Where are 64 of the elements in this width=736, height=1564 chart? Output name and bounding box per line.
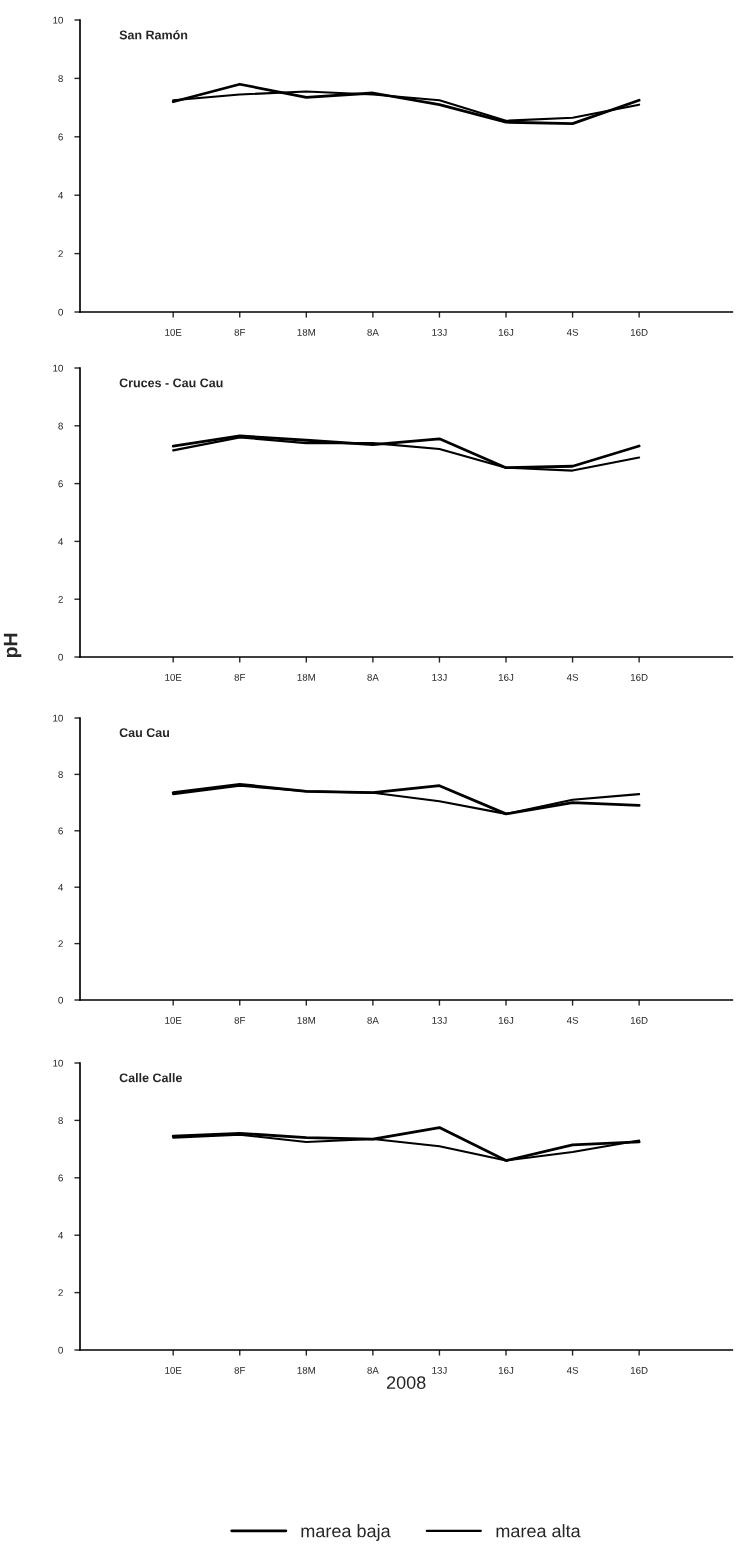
y-tick-label: 6 [58, 480, 63, 488]
y-tick-label: 10 [53, 16, 63, 24]
y-tick-label: 0 [58, 996, 63, 1004]
x-tick-label: 16J [498, 328, 514, 336]
y-tick-label: 0 [58, 308, 63, 316]
y-tick-label: 8 [58, 1117, 63, 1125]
y-tick-label: 6 [58, 1174, 63, 1182]
x-tick-label: 4S [566, 673, 579, 681]
y-tick-label: 4 [58, 192, 64, 199]
x-tick-label: 8A [367, 673, 379, 681]
y-tick-label: 2 [58, 595, 63, 603]
x-tick-label: 8F [234, 1366, 246, 1374]
text: San Ramón [119, 30, 188, 40]
text: Cau Cau [119, 728, 170, 738]
x-tick-label: 16D [630, 1366, 648, 1374]
x-tick-label: 16D [630, 328, 648, 336]
x-tick-label: 13J [432, 328, 447, 336]
x-tick-label: 16J [498, 1366, 514, 1374]
y-tick-label: 2 [58, 940, 63, 948]
x-axis-title: 2008 [386, 1376, 426, 1389]
x-tick-label: 18M [297, 1016, 315, 1024]
y-tick-label: 2 [58, 1289, 63, 1297]
x-tick-label: 16J [498, 1016, 514, 1024]
y-tick-label: 10 [53, 1059, 63, 1067]
x-tick-label: 13J [432, 1366, 447, 1374]
y-tick-label: 4 [58, 538, 64, 545]
x-tick-label: 10E [165, 673, 182, 681]
y-tick-label: 0 [58, 653, 63, 661]
x-tick-label: 18M [297, 673, 315, 681]
x-tick-label: 8A [367, 1366, 379, 1374]
x-tick-label: 16D [630, 673, 648, 681]
y-tick-label: 8 [58, 771, 63, 779]
y-axis-title: pH [3, 633, 22, 658]
y-tick-label: 8 [58, 75, 63, 83]
legend-label: marea alta [496, 1524, 581, 1538]
x-tick-label: 8F [234, 673, 246, 681]
x-tick-label: 4S [566, 1366, 579, 1374]
x-tick-label: 16D [630, 1016, 648, 1024]
x-tick-label: 8F [234, 1016, 246, 1024]
y-tick-label: 10 [53, 364, 63, 372]
y-tick-label: 2 [58, 250, 63, 258]
y-tick-label: 6 [58, 827, 63, 835]
y-tick-label: 10 [53, 714, 63, 722]
x-tick-label: 8A [367, 328, 379, 336]
y-tick-label: 8 [58, 422, 63, 430]
text: Calle Calle [119, 1073, 182, 1083]
x-tick-label: 13J [432, 1016, 447, 1024]
x-tick-label: 10E [165, 1016, 182, 1024]
x-tick-label: 13J [432, 673, 447, 681]
text: Cruces - Cau Cau [119, 378, 223, 388]
x-tick-label: 16J [498, 673, 514, 681]
y-tick-label: 4 [58, 1232, 64, 1239]
x-tick-label: 18M [297, 1366, 315, 1374]
x-tick-label: 10E [165, 1366, 182, 1374]
x-tick-label: 18M [297, 328, 315, 336]
y-tick-label: 6 [58, 133, 63, 141]
x-tick-label: 4S [566, 1016, 579, 1024]
x-tick-label: 10E [165, 328, 182, 336]
x-tick-label: 4S [566, 328, 579, 336]
legend-label: marea baja [301, 1524, 391, 1541]
x-tick-label: 8F [234, 328, 246, 336]
y-tick-label: 0 [58, 1346, 63, 1354]
x-tick-label: 8A [367, 1016, 379, 1024]
y-tick-label: 4 [58, 884, 64, 891]
